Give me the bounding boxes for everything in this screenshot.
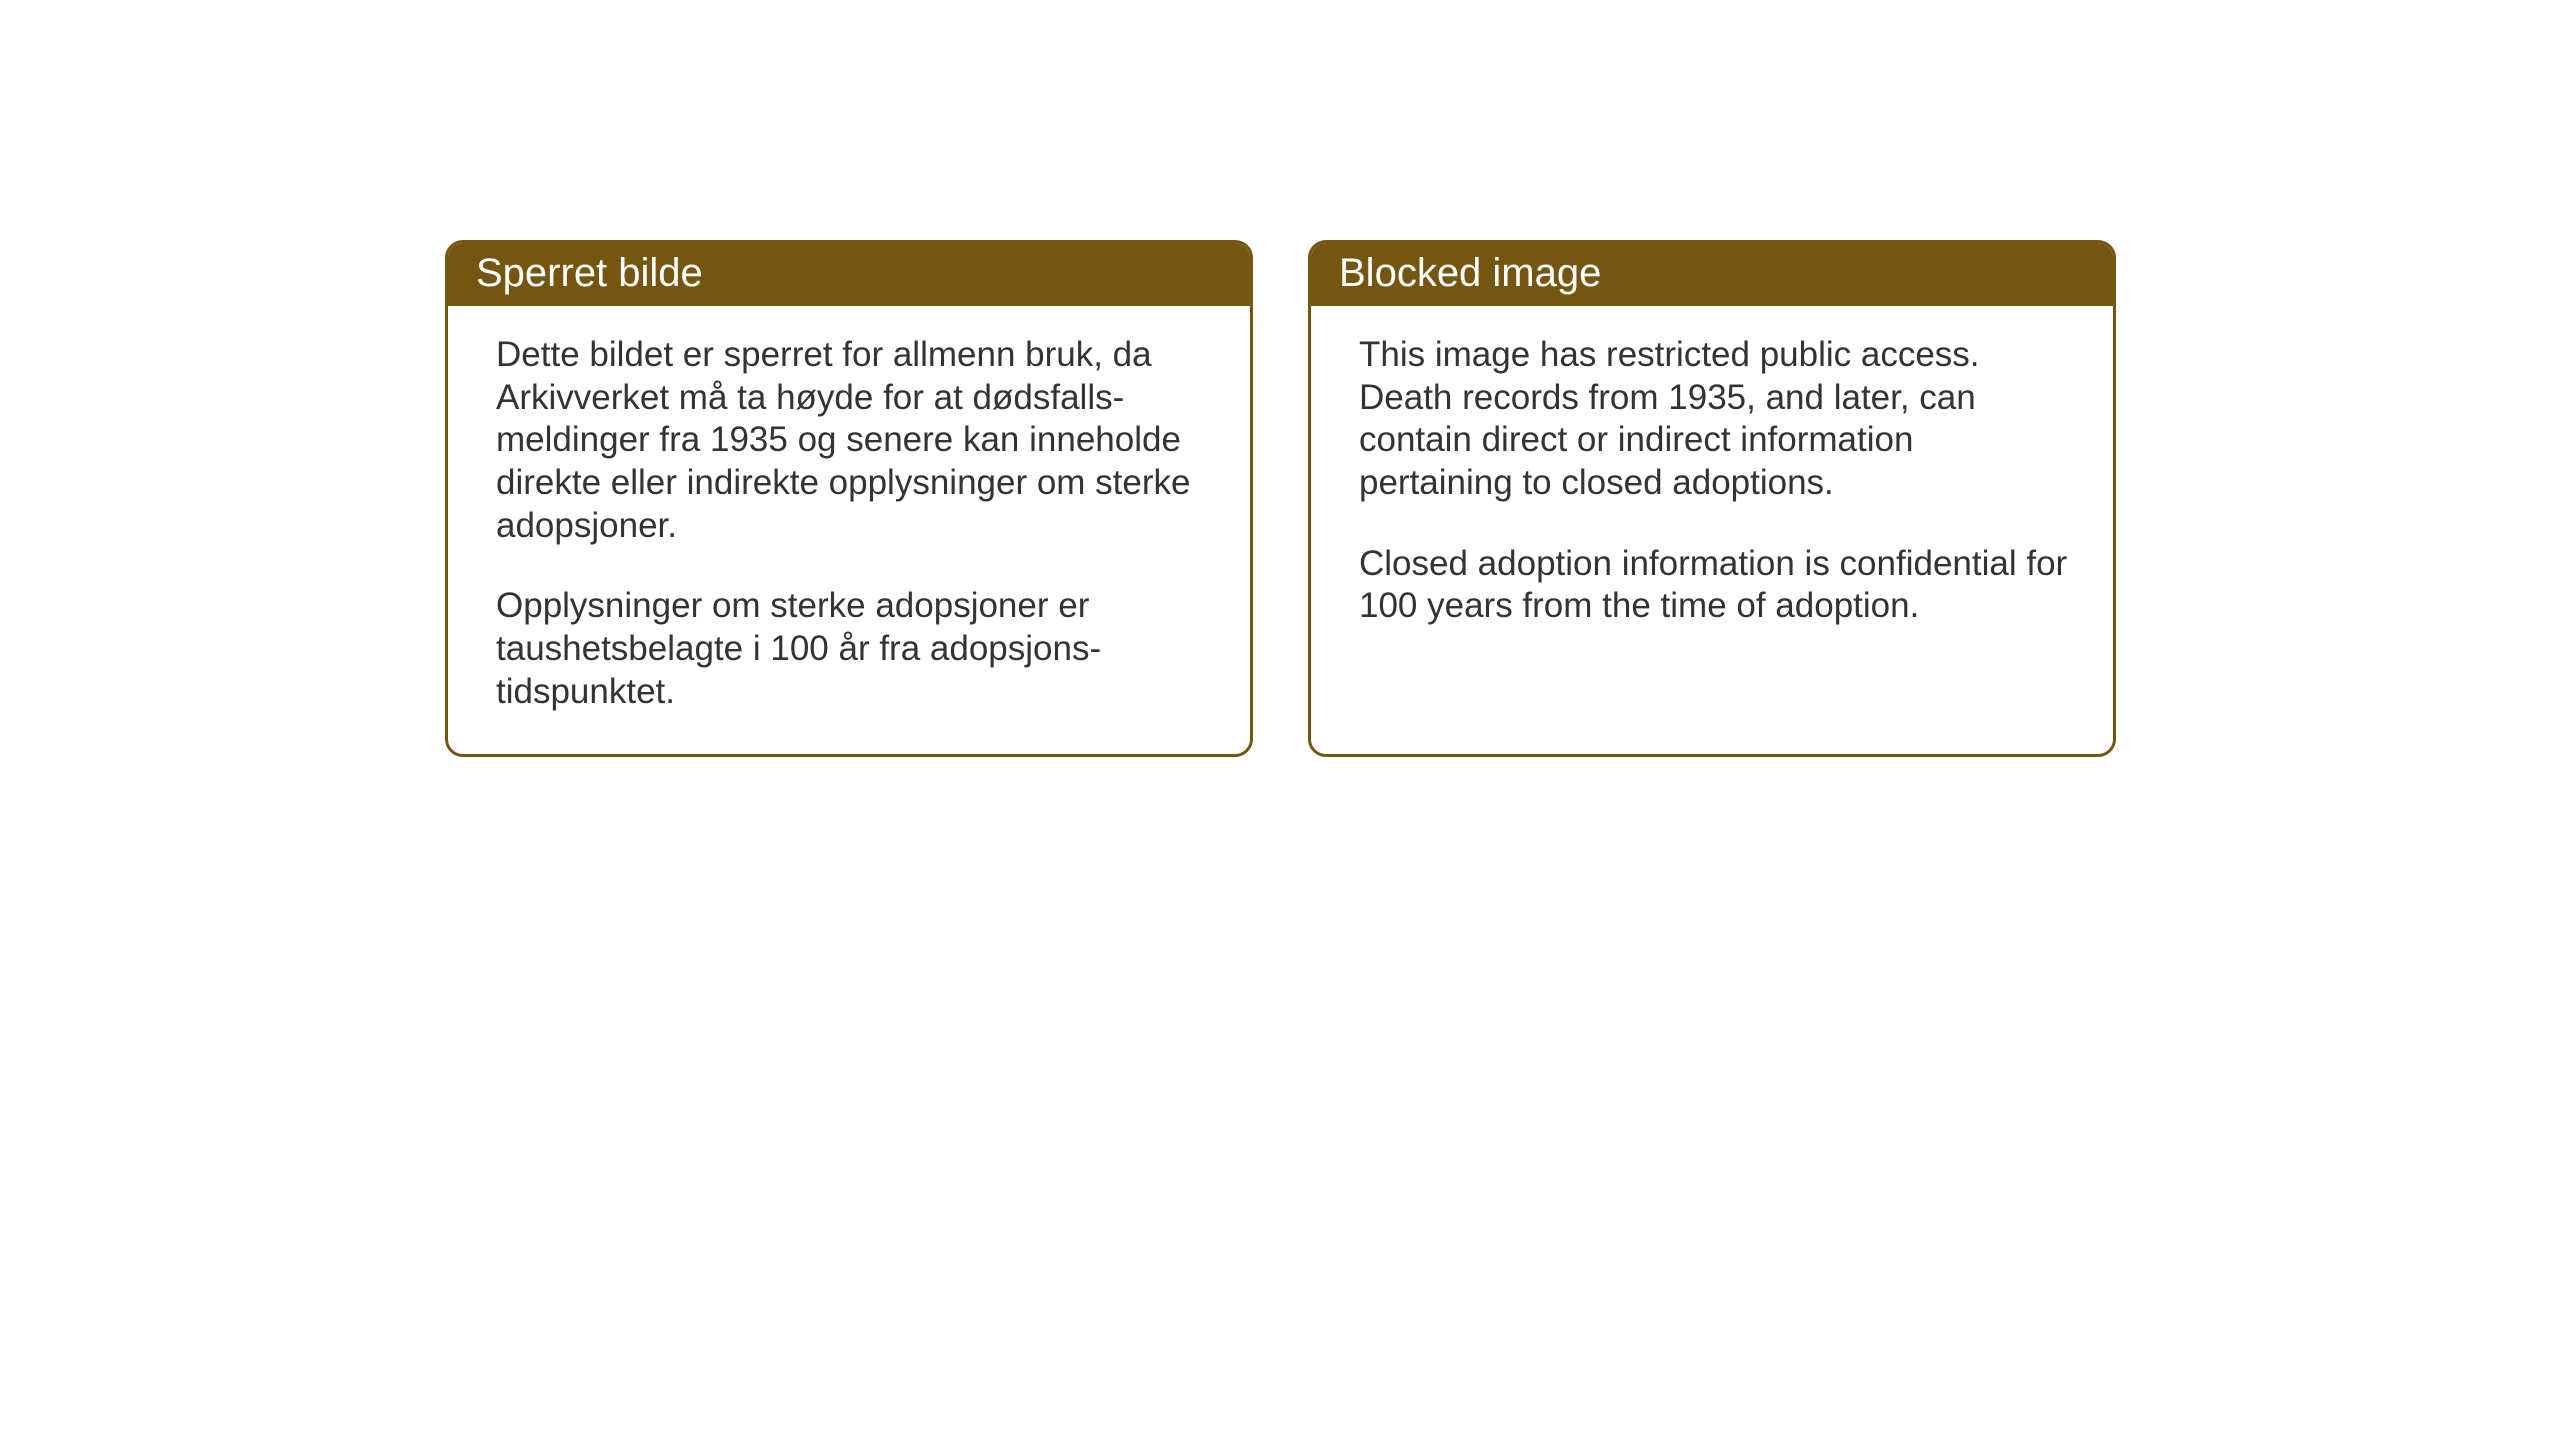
notice-paragraph: Opplysninger om sterke adopsjoner er tau…	[496, 585, 1212, 713]
notice-paragraph: This image has restricted public access.…	[1359, 334, 2075, 505]
notice-container: Sperret bilde Dette bildet er sperret fo…	[445, 240, 2116, 757]
notice-card-english: Blocked image This image has restricted …	[1308, 240, 2116, 757]
card-body-norwegian: Dette bildet er sperret for allmenn bruk…	[448, 306, 1250, 754]
card-header-norwegian: Sperret bilde	[448, 243, 1250, 306]
notice-paragraph: Closed adoption information is confident…	[1359, 543, 2075, 628]
notice-paragraph: Dette bildet er sperret for allmenn bruk…	[496, 334, 1212, 547]
card-header-english: Blocked image	[1311, 243, 2113, 306]
card-body-english: This image has restricted public access.…	[1311, 306, 2113, 668]
notice-card-norwegian: Sperret bilde Dette bildet er sperret fo…	[445, 240, 1253, 757]
